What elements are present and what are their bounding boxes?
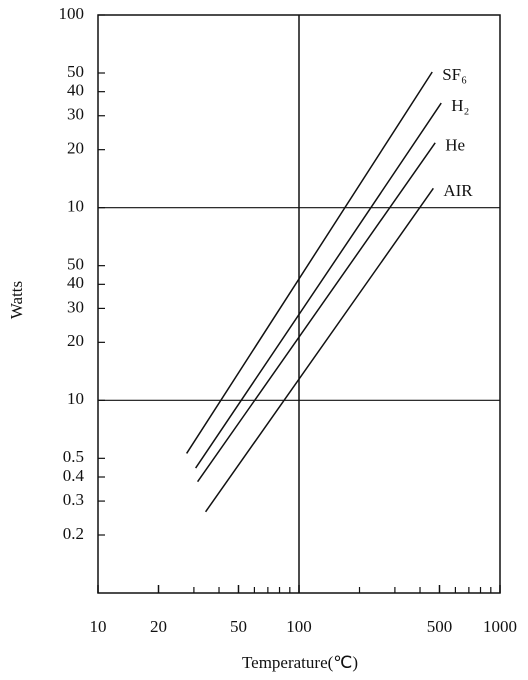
y-tick-label: 10 — [67, 197, 84, 216]
y-tick-label: 20 — [67, 139, 84, 158]
y-tick-label: 40 — [67, 81, 84, 100]
y-tick-label: 0.5 — [63, 447, 84, 466]
line-series — [204, 187, 434, 513]
line-series — [196, 142, 436, 483]
x-tick-label: 500 — [427, 617, 453, 636]
line-series — [185, 71, 433, 454]
y-tick-label: 100 — [59, 4, 85, 23]
series-label: AIR — [443, 181, 473, 200]
y-tick-label: 30 — [67, 297, 84, 316]
x-tick-label: 20 — [150, 617, 167, 636]
x-tick-label: 1000 — [483, 617, 517, 636]
x-tick-label: 50 — [230, 617, 247, 636]
y-tick-label: 20 — [67, 331, 84, 350]
y-tick-label: 50 — [67, 62, 84, 81]
y-axis-title: Watts — [7, 281, 26, 319]
y-tick-label: 0.3 — [63, 490, 84, 509]
x-tick-label: 100 — [286, 617, 312, 636]
series-label: He — [445, 136, 465, 155]
x-tick-label: 10 — [90, 617, 107, 636]
y-tick-label: 40 — [67, 273, 84, 292]
series-label: H₂ — [451, 96, 469, 115]
x-axis-title: Temperature(℃) — [242, 653, 358, 672]
y-tick-label: 10 — [67, 389, 84, 408]
y-tick-label: 30 — [67, 105, 84, 124]
y-tick-label: 0.4 — [63, 466, 85, 485]
series-label: SF₆ — [442, 65, 467, 84]
y-tick-label: 50 — [67, 255, 84, 274]
y-tick-label: 0.2 — [63, 524, 84, 543]
line-series — [195, 102, 442, 469]
